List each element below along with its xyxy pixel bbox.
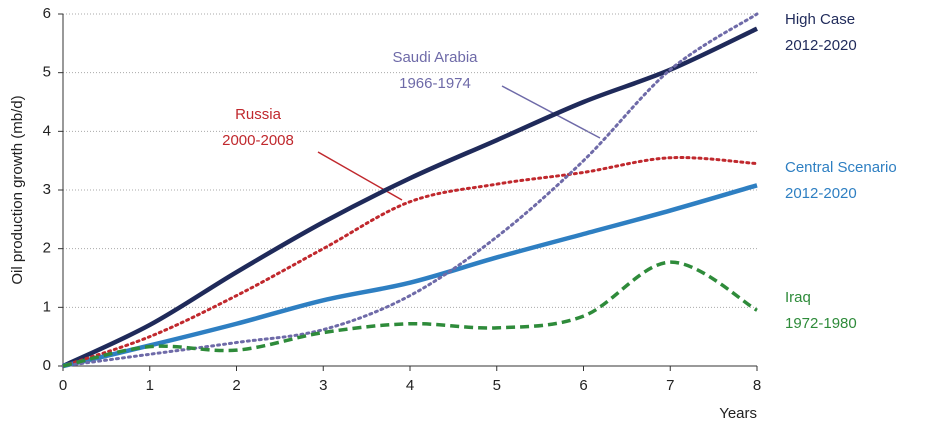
series-line <box>61 12 759 368</box>
series-line <box>62 26 758 369</box>
y-tick-label: 4 <box>43 122 51 139</box>
x-tick-label: 1 <box>146 377 154 394</box>
series-period: 2012-2020 <box>785 185 857 202</box>
series-label: Saudi Arabia <box>392 49 478 66</box>
russia-leader <box>317 151 403 201</box>
y-tick-label: 6 <box>43 5 51 22</box>
y-axis-label: Oil production growth (mb/d) <box>9 95 26 284</box>
series-line <box>62 260 758 368</box>
series-period: 2012-2020 <box>785 37 857 54</box>
series-line <box>62 183 758 369</box>
series-label: Iraq <box>785 289 811 306</box>
series-line <box>61 156 759 368</box>
y-tick-label: 3 <box>43 181 51 198</box>
x-tick-label: 0 <box>59 377 67 394</box>
x-tick-label: 7 <box>666 377 674 394</box>
x-tick-label: 8 <box>753 377 761 394</box>
series-label: Central Scenario <box>785 159 897 176</box>
series-label: High Case <box>785 11 855 28</box>
x-tick-label: 3 <box>319 377 327 394</box>
x-tick-label: 4 <box>406 377 414 394</box>
x-tick-label: 2 <box>232 377 240 394</box>
y-tick-label: 1 <box>43 298 51 315</box>
y-tick-label: 0 <box>43 357 51 374</box>
y-tick-label: 2 <box>43 240 51 257</box>
x-tick-label: 6 <box>579 377 587 394</box>
series-period: 1966-1974 <box>399 75 471 92</box>
saudi-leader <box>501 85 601 139</box>
y-tick-label: 5 <box>43 64 51 81</box>
series-period: 2000-2008 <box>222 132 294 149</box>
x-tick-label: 5 <box>493 377 501 394</box>
series-period: 1972-1980 <box>785 315 857 332</box>
series-label: Russia <box>235 106 282 123</box>
x-axis-label: Years <box>719 405 757 422</box>
